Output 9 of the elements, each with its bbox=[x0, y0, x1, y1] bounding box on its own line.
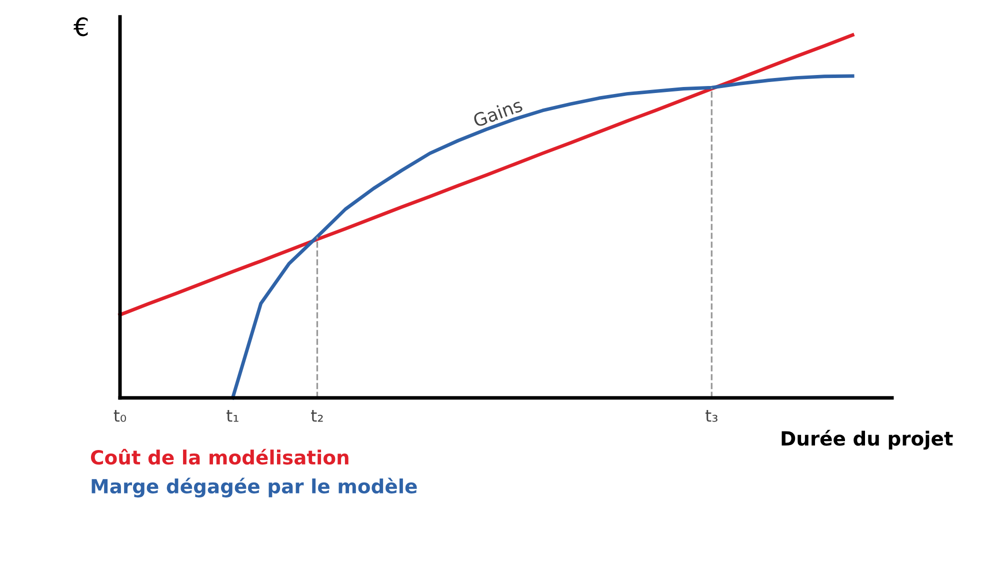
x-tick-label: t₂ bbox=[311, 410, 323, 422]
x-axis-title: Durée du projet bbox=[782, 430, 953, 450]
x-tick-label: t₃ bbox=[706, 410, 718, 422]
text: Marge dégagée par le modèle bbox=[92, 478, 417, 498]
x-tick-label: t₀ bbox=[114, 410, 126, 422]
x-tick-label: t₁ bbox=[226, 410, 238, 422]
y-axis-title: € bbox=[73, 17, 88, 36]
text: Coût de la modélisation bbox=[90, 448, 348, 465]
annotation: Gains bbox=[472, 98, 524, 128]
